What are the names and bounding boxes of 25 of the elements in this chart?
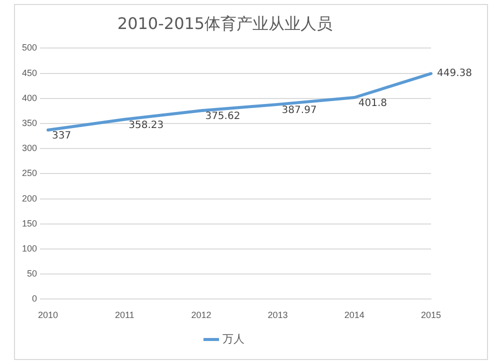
data-label: 401.8 xyxy=(358,98,388,110)
y-tick-label: 200 xyxy=(22,193,38,204)
y-tick-label: 450 xyxy=(22,68,38,78)
y-tick-label: 50 xyxy=(27,268,38,279)
y-tick-label: 250 xyxy=(22,168,38,178)
data-label: 337 xyxy=(52,130,72,142)
data-label: 449.38 xyxy=(437,68,472,80)
data-label: 375.62 xyxy=(205,111,240,122)
chart-title: 2010-2015体育产业从业人员 xyxy=(117,14,333,33)
x-tick-label: 2013 xyxy=(268,310,288,320)
x-tick-label: 2010 xyxy=(38,310,58,320)
x-tick-label: 2015 xyxy=(420,310,442,320)
y-tick-label: 150 xyxy=(22,218,38,228)
y-tick-label: 500 xyxy=(22,42,38,53)
y-tick-label: 400 xyxy=(22,92,38,103)
x-tick-label: 2011 xyxy=(114,310,134,320)
y-tick-label: 350 xyxy=(22,118,38,128)
x-tick-label: 2014 xyxy=(344,310,364,320)
y-tick-label: 300 xyxy=(22,143,38,154)
data-label: 387.97 xyxy=(282,105,317,116)
data-label: 358.23 xyxy=(128,120,164,131)
legend-label: 万人 xyxy=(222,334,244,346)
y-tick-label: 100 xyxy=(22,243,38,254)
x-tick-label: 2012 xyxy=(191,310,212,320)
y-tick-label: 0 xyxy=(32,294,38,304)
